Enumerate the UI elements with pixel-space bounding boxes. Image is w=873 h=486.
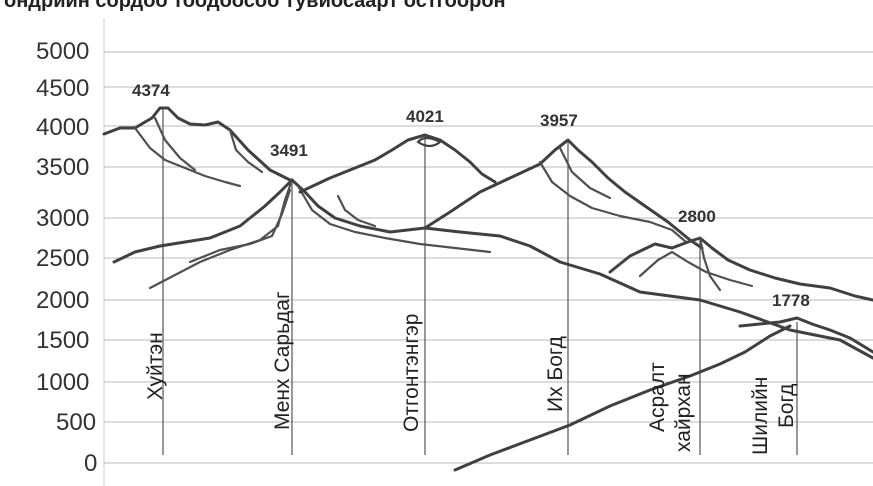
y-tick-label: 4500	[36, 75, 89, 102]
peak-name-shiliin-bogd: Шилийн Богд	[749, 377, 798, 455]
y-tick-label: 1500	[36, 327, 89, 354]
y-tick-label: 0	[84, 450, 97, 477]
figure-caption: ондрийн сордоо тоодоосоо тувиосаарт остг…	[4, 0, 506, 12]
peak-elevation-labels: 4374 3491 4021 3957 2800 1778	[132, 81, 810, 310]
base-slope-line	[453, 324, 792, 472]
ikh-bogd-ridge	[423, 138, 704, 250]
peak-name-asralt-khairkhan: Асралт хайрхан	[646, 362, 695, 452]
asralt-khairkhan-spur-2	[698, 236, 722, 292]
y-tick-label: 500	[56, 409, 96, 436]
ikh-bogd-spur-1	[538, 160, 688, 244]
y-tick-label: 2000	[36, 287, 89, 314]
asralt-khairkhan-ridge	[608, 236, 873, 302]
peak-name-otgontenger: Отгонтэнгэр	[400, 314, 423, 432]
peak-elevation-asralt-khairkhan: 2800	[678, 207, 716, 226]
peak-name-asralt-line-2: хайрхан	[672, 373, 695, 452]
otgontenger-ridge	[298, 133, 497, 194]
otgontenger-summit-cap	[416, 136, 442, 148]
y-tick-label: 4000	[36, 114, 89, 141]
mountain-ridges	[102, 106, 873, 472]
y-tick-label: 1000	[36, 369, 89, 396]
peak-name-ikh-bogd: Их Богд	[544, 336, 567, 412]
peak-name-munkh-saridag: Менх Сарьдаг	[271, 291, 294, 430]
munkh-saridag-spur-2	[188, 188, 292, 264]
munkh-saridag-ridge-left	[112, 178, 294, 264]
y-tick-label: 3000	[36, 205, 89, 232]
peak-elevation-munkh-saridag: 3491	[270, 141, 308, 160]
peak-name-labels: Хуйтэн Менх Сарьдаг Отгонтэнгэр Их Богд …	[144, 291, 798, 455]
khuiten-spur-2	[153, 116, 197, 172]
peak-name-shiliin-line-2: Богд	[775, 384, 798, 428]
munkh-saridag-ridge-right	[290, 178, 873, 360]
y-tick-label: 5000	[36, 38, 89, 65]
peak-name-khuiten: Хуйтэн	[144, 332, 167, 400]
peak-elevation-khuiten: 4374	[132, 81, 170, 100]
peak-vertical-lines	[162, 108, 798, 455]
peak-elevation-otgontenger: 4021	[406, 107, 444, 126]
peak-elevation-shiliin-bogd: 1778	[772, 291, 810, 310]
peak-name-shiliin-line-1: Шилийн	[749, 377, 772, 455]
khuiten-spur-1	[133, 126, 242, 188]
otgontenger-spur	[336, 194, 377, 228]
y-tick-labels: 5000 4500 4000 3500 3000 2500 2000 1500 …	[36, 38, 97, 477]
shiliin-bogd-ridge	[738, 316, 873, 354]
y-tick-label: 3500	[36, 154, 89, 181]
munkh-saridag-spur-3	[296, 184, 492, 254]
asralt-khairkhan-spur-1	[638, 250, 754, 288]
khuiten-ridge	[102, 106, 292, 182]
ikh-bogd-spur-2	[558, 146, 612, 200]
grid-lines	[104, 51, 873, 464]
khuiten-spur-3	[228, 128, 264, 174]
peak-name-asralt-line-1: Асралт	[646, 362, 669, 432]
y-tick-label: 2500	[36, 245, 89, 272]
peak-elevation-ikh-bogd: 3957	[540, 111, 578, 130]
